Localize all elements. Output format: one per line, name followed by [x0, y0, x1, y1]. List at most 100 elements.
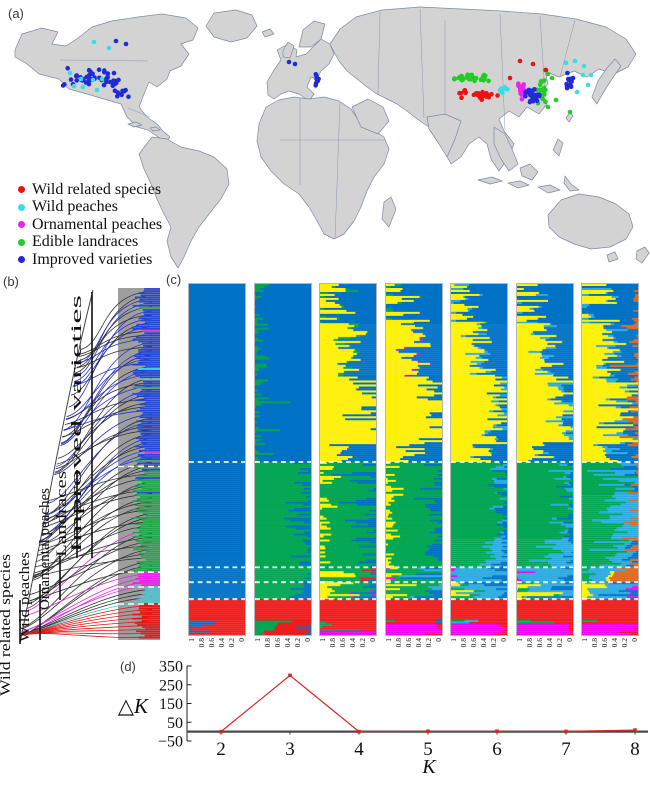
map-sample-dots	[60, 38, 594, 115]
axis-tick-label: 0.6	[207, 638, 216, 648]
continent-australia	[547, 193, 634, 250]
axis-tick-label: 0.8	[328, 638, 337, 648]
islands-indonesia	[477, 163, 580, 194]
svg-text:△K: △K	[118, 694, 149, 718]
axis-tick-label: 0	[499, 638, 508, 642]
legend-item: Ornamental peaches	[18, 216, 162, 234]
islands-new-zealand	[635, 246, 650, 264]
structure-admixture-panel: 1 0.8 0.6 0.4 0.2 0 1 0.8 0.6 0.4 0.2 0 1 0.8 0.6 0.4 0.…	[187, 283, 639, 664]
legend-dot-wild-peaches	[18, 203, 25, 211]
structure-column-K8: 1 0.8 0.6 0.4 0.2 0	[580, 283, 639, 664]
tree-group-separators	[118, 465, 160, 605]
svg-text:150: 150	[159, 696, 183, 713]
legend-label: Wild related species	[32, 180, 162, 198]
axis-tick-label: 1	[318, 638, 327, 642]
world-map	[14, 6, 650, 269]
structure-column-K2: 1 0.8 0.6 0.4 0.2 0	[187, 283, 246, 664]
island-britain	[282, 41, 295, 59]
island-japan	[591, 58, 622, 105]
axis-tick-label: 1	[580, 638, 589, 642]
axis-tick-label: 0.4	[479, 638, 488, 648]
svg-text:Ornamental peaches: Ornamental peaches	[37, 488, 53, 610]
svg-text:6: 6	[492, 739, 502, 760]
structure-column-K6: 1 0.8 0.6 0.4 0.2 0	[449, 283, 508, 664]
axis-tick-label: 0.4	[282, 638, 292, 648]
region-india	[426, 113, 462, 158]
legend-item: Wild peaches	[18, 198, 162, 217]
axis-tick-label: 0.6	[272, 638, 282, 648]
structure-column-K5: 1 0.8 0.6 0.4 0.2 0	[383, 283, 443, 664]
region-arabia	[351, 98, 390, 135]
structure-canvas-K3	[253, 283, 312, 636]
region-indochina	[493, 126, 519, 172]
legend-dot-improved	[18, 256, 25, 264]
legend-label: Edible landraces	[32, 233, 139, 251]
legend-dot-ornamental	[18, 221, 25, 229]
axis-tick-label: 0	[564, 638, 574, 642]
structure-canvas-K6	[450, 283, 508, 636]
axis-tick-label: 0.8	[590, 638, 599, 648]
island-iceland	[261, 28, 275, 38]
svg-text:250: 250	[159, 677, 183, 694]
legend-label: Ornamental peaches	[32, 215, 163, 233]
axis-tick-label: 0	[433, 638, 443, 642]
island-tasmania	[606, 251, 619, 263]
svg-text:7: 7	[561, 739, 571, 760]
axis-tick-label: 0.4	[217, 638, 226, 648]
country-borders	[59, 8, 576, 240]
structure-column-K4: 1 0.8 0.6 0.4 0.2 0	[318, 283, 377, 664]
axis-tick-label: 0.2	[292, 638, 302, 648]
continent-africa	[256, 96, 390, 240]
axis-tick-label: 1	[383, 638, 393, 642]
svg-text:Landraces: Landraces	[54, 470, 70, 557]
svg-text:350: 350	[159, 659, 183, 676]
axis-tick-label: 0.8	[197, 638, 206, 648]
structure-column-K7: 1 0.8 0.6 0.4 0.2 0	[514, 283, 574, 664]
structure-column-K3: 1 0.8 0.6 0.4 0.2 0	[253, 283, 312, 664]
legend-item: Wild related species	[18, 181, 162, 199]
structure-canvas-K2	[188, 283, 246, 636]
axis-tick-label: 0	[368, 638, 377, 642]
axis-tick-label: 1	[514, 638, 524, 642]
structure-canvas-K4	[319, 283, 377, 636]
continent-south-america	[138, 136, 230, 269]
axis-tick-label: 0	[302, 638, 312, 642]
axis-tick-label: 0.6	[600, 638, 609, 648]
continent-greenland	[205, 9, 258, 43]
svg-text:−50: −50	[158, 734, 183, 751]
axis-tick-label: 0.2	[227, 638, 236, 648]
delta-k-line	[220, 674, 636, 733]
delta-k-markers	[219, 673, 637, 734]
island-taiwan	[565, 111, 574, 123]
axis-tick-label: 0.6	[403, 638, 413, 648]
panel-d-label: (d)	[120, 659, 136, 674]
legend-label: Improved varieties	[32, 250, 153, 268]
svg-text:4: 4	[354, 739, 364, 760]
continent-asia	[329, 6, 637, 172]
svg-text:3: 3	[285, 739, 295, 760]
islands-caribbean	[127, 121, 161, 132]
axis-tick-label: 0.8	[459, 638, 468, 648]
axis-tick-label: 0.8	[393, 638, 403, 648]
region-scandinavia	[298, 20, 326, 48]
axis-tick-label: 0.4	[413, 638, 423, 648]
axis-tick-label: 1	[449, 638, 458, 642]
axis-tick-label: 0.4	[610, 638, 619, 648]
map-legend: Wild related species Wild peaches Orname…	[18, 181, 162, 269]
tree-branches	[19, 289, 153, 644]
svg-text:K: K	[421, 756, 437, 778]
continents	[14, 6, 650, 269]
structure-canvas-K7	[515, 283, 574, 636]
axis-tick-label: 0.4	[348, 638, 357, 648]
axis-tick-label: 0.8	[524, 638, 534, 648]
panel-b-label: (b)	[3, 274, 19, 289]
axis-tick-label: 0.2	[358, 638, 367, 648]
axis-tick-label: 0.8	[262, 638, 272, 648]
legend-dot-wild-related	[18, 186, 25, 194]
islands-philippines	[552, 138, 564, 157]
panel-a-label: (a)	[8, 6, 24, 21]
legend-label: Wild peaches	[32, 198, 118, 216]
